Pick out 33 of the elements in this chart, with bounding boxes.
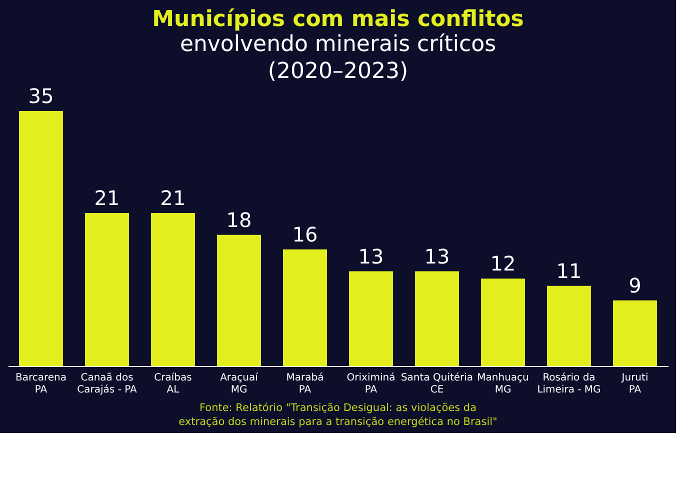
bar <box>217 234 261 366</box>
x-tick-label: Santa Quitéria CE <box>400 372 474 396</box>
source-note: Fonte: Relatório "Transição Desigual: as violações da extração dos minerais para a transição energética no Brasil" <box>178 402 498 428</box>
bar <box>151 213 195 366</box>
data-label: 12 <box>490 252 516 276</box>
x-tick-label: Barcarena PA <box>15 372 67 396</box>
data-label: 9 <box>628 273 642 298</box>
x-tick-label: Rosário da Limeira - MG <box>537 372 601 396</box>
bar <box>613 300 657 366</box>
x-tick-label: Juruti PA <box>620 372 648 396</box>
x-tick-label: Marabá PA <box>286 372 324 396</box>
bar <box>283 249 327 366</box>
x-tick-label: Manhuaçu MG <box>477 372 529 396</box>
data-label: 11 <box>556 258 582 283</box>
x-tick-label: Araçuaí MG <box>220 372 260 396</box>
x-tick-label: Oriximiná PA <box>346 372 396 396</box>
data-label: 35 <box>28 84 54 108</box>
bar <box>415 271 459 366</box>
x-tick-label: Canaã dos Carajás - PA <box>77 372 137 396</box>
data-label: 21 <box>94 186 120 210</box>
data-label: 13 <box>424 244 450 268</box>
data-label: 21 <box>160 186 186 210</box>
bar <box>481 278 525 366</box>
chart-subtitle: envolvendo minerais críticos (2020–2023) <box>180 32 496 84</box>
bar <box>85 213 129 366</box>
chart-title: Municípios com mais conflitos <box>152 7 524 32</box>
bar <box>19 111 63 366</box>
bar <box>547 286 591 366</box>
data-label: 13 <box>358 244 384 268</box>
x-tick-label: Craíbas AL <box>154 372 192 396</box>
data-label: 16 <box>292 222 318 246</box>
data-label: 18 <box>226 208 252 232</box>
bar <box>349 271 393 366</box>
